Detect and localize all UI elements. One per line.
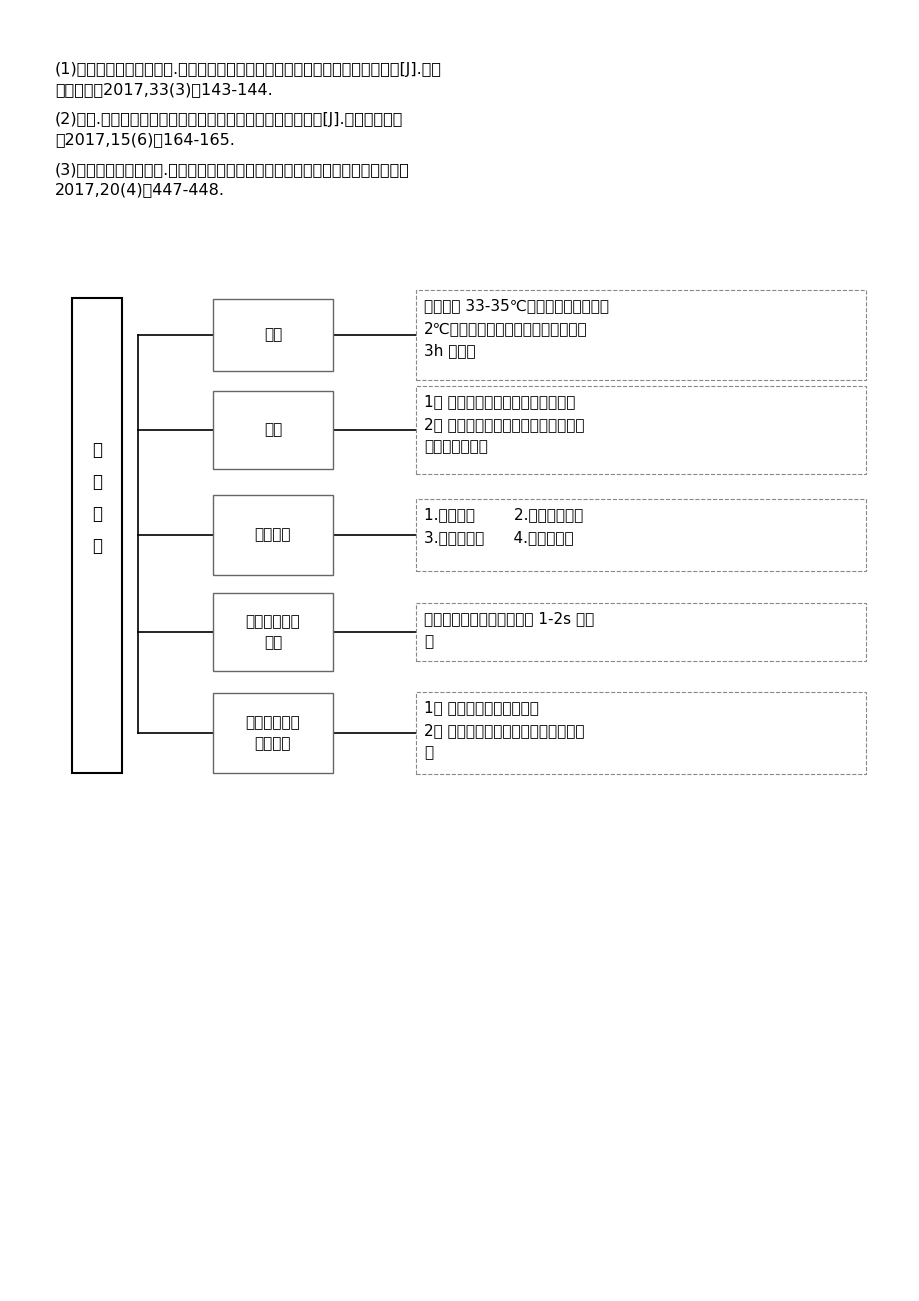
Text: 1.轻度肿胀        2.肿胀伴有皮纹
3.肿胀无皮纹      4.肿胀有水泡: 1.轻度肿胀 2.肿胀伴有皮纹 3.肿胀无皮纹 4.肿胀有水泡 [424, 507, 583, 545]
Text: 毛细血管充盈
时间: 毛细血管充盈 时间 [245, 614, 300, 650]
Bar [213, 593, 333, 671]
Bar [415, 602, 865, 661]
Text: 观
察
指
南: 观 察 指 南 [92, 441, 102, 554]
Text: 2017,20(4)：447-448.: 2017,20(4)：447-448. [55, 182, 225, 196]
Text: (3)肖思顺，雷青，魏平.断指再植术后发生血管危象的因素及处理临床骨科杂志，: (3)肖思顺，雷青，魏平.断指再植术后发生血管危象的因素及处理临床骨科杂志， [55, 163, 410, 177]
Text: 1． 动脉栓塞时，反流消失
2． 静脉栓塞时早期反流增快，晚期消
失: 1． 动脉栓塞时，反流消失 2． 静脉栓塞时早期反流增快，晚期消 失 [424, 700, 584, 761]
Text: 毛细血管充盈
时间观察: 毛细血管充盈 时间观察 [245, 716, 300, 751]
Bar [415, 500, 865, 571]
Text: (2)吕魅.对行断指再植手术后的患者实施循证护理的效果分析[J].当代医药论丛: (2)吕魅.对行断指再植手术后的患者实施循证护理的效果分析[J].当代医药论丛 [55, 112, 403, 127]
Bar [415, 386, 865, 474]
Bar [213, 392, 333, 468]
Bar [415, 290, 865, 380]
Bar [415, 692, 865, 774]
Text: 社区医师，2017,33(3)：143-144.: 社区医师，2017,33(3)：143-144. [55, 82, 272, 98]
Text: ，2017,15(6)：164-165.: ，2017,15(6)：164-165. [55, 131, 234, 147]
Text: (1)姚静，誸相姣，李齐波.综合护理干预措施对断指再植小切口放血患者的影响[J].中国: (1)姚静，誸相姣，李齐波.综合护理干预措施对断指再植小切口放血患者的影响[J]… [55, 62, 441, 77]
Bar [213, 494, 333, 575]
Bar [72, 298, 122, 773]
Bar [213, 693, 333, 773]
Text: 颜色: 颜色 [264, 423, 282, 437]
Text: 指压皮肤后毛细血管充盈在 1-2s 内恢
复: 指压皮肤后毛细血管充盈在 1-2s 内恢 复 [424, 611, 594, 649]
Text: 1． 皮肤苍白，说明动脉痴戲或栓塞
2． 皮肤出现散在性性瘀点，多为静脉
部分或早期栓塞: 1． 皮肤苍白，说明动脉痴戲或栓塞 2． 皮肤出现散在性性瘀点，多为静脉 部分或… [424, 394, 584, 454]
Bar [213, 299, 333, 371]
Text: 温度: 温度 [264, 328, 282, 342]
Text: 温度应在 33-35℃，与健侧相比温差在
2℃以内，手术结束时皮温较低，通常
3h 内恢复: 温度应在 33-35℃，与健侧相比温差在 2℃以内，手术结束时皮温较低，通常 3… [424, 298, 608, 359]
Text: 肿胀程度: 肿胀程度 [255, 527, 291, 543]
